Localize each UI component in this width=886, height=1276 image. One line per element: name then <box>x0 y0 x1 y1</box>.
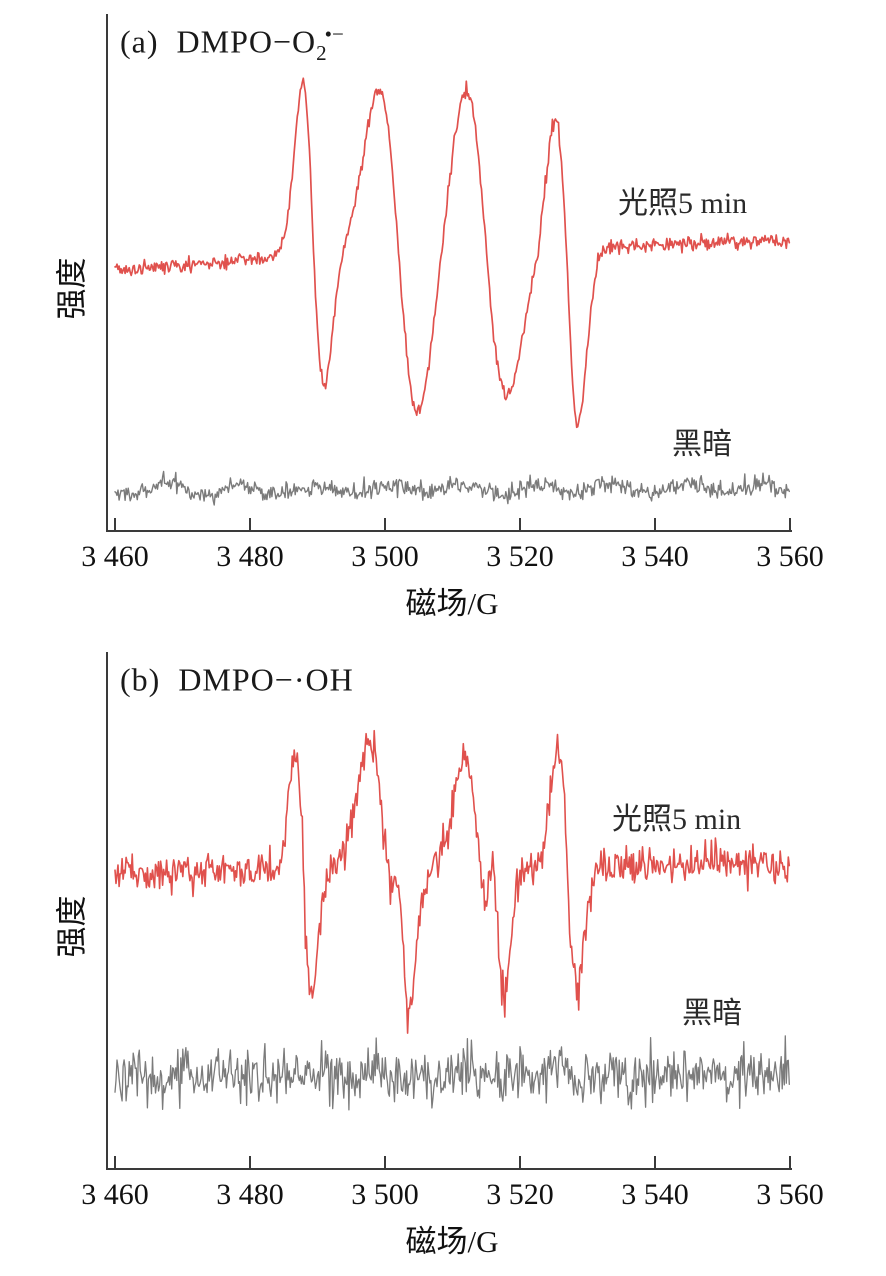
dark-trace-label: 黑暗 <box>672 428 732 461</box>
x-tick <box>519 1156 521 1168</box>
x-tick-label: 3 460 <box>81 1178 149 1211</box>
y-axis-line <box>106 652 108 1169</box>
x-tick-label: 3 500 <box>351 1178 419 1211</box>
light-trace-label: 光照5 min <box>612 803 742 836</box>
x-tick <box>789 1156 791 1168</box>
epr-traces-plot-a <box>114 77 791 506</box>
x-tick <box>114 1156 116 1168</box>
epr-traces-plot-b <box>114 729 791 1111</box>
panel-index: (a) <box>120 23 159 60</box>
trace-light <box>114 729 791 1034</box>
dark-trace-label: 黑暗 <box>682 997 742 1030</box>
y-axis-title: 强度 <box>54 257 90 320</box>
x-tick-label: 3 460 <box>81 540 149 573</box>
adduct-formula: DMPO−·OH <box>178 661 354 698</box>
trace-dark <box>114 470 790 506</box>
light-trace-label: 光照5 min <box>618 187 748 220</box>
x-tick-label: 3 520 <box>486 540 554 573</box>
panel-index: (b) <box>120 661 161 698</box>
x-axis-line <box>106 1168 792 1170</box>
panel-b: 3 460 3 480 3 500 3 520 3 540 3 560 磁场/G… <box>0 638 886 1276</box>
x-axis-title: 磁场/G <box>405 586 499 621</box>
x-tick <box>789 518 791 530</box>
x-tick-label: 3 500 <box>351 540 419 573</box>
x-tick-label: 3 560 <box>756 1178 824 1211</box>
x-tick-label: 3 520 <box>486 1178 554 1211</box>
x-tick-label: 3 560 <box>756 540 824 573</box>
panel-a: 3 460 3 480 3 500 3 520 3 540 3 560 磁场/G… <box>54 14 824 621</box>
trace-light <box>114 77 791 429</box>
y-axis-title: 强度 <box>54 895 90 958</box>
x-tick <box>384 518 386 530</box>
x-tick-label: 3 480 <box>216 540 284 573</box>
x-tick-label: 3 540 <box>621 1178 689 1211</box>
formula-subscript: 2 <box>316 41 328 66</box>
panel-a-title: (a) DMPO−O2•− <box>120 22 344 66</box>
panel-b-title: (b) DMPO−·OH <box>120 660 354 704</box>
adduct-formula: DMPO−O <box>176 23 317 60</box>
x-axis-title: 磁场/G <box>405 1224 499 1259</box>
x-tick <box>249 518 251 530</box>
y-axis-line <box>106 14 108 531</box>
x-tick <box>114 518 116 530</box>
formula-superscript: •− <box>324 22 344 46</box>
trace-dark <box>114 1035 790 1111</box>
x-axis-line <box>106 530 792 532</box>
x-tick-label: 3 480 <box>216 1178 284 1211</box>
x-tick <box>654 1156 656 1168</box>
x-tick <box>654 518 656 530</box>
x-tick <box>384 1156 386 1168</box>
x-tick-label: 3 540 <box>621 540 689 573</box>
x-tick <box>249 1156 251 1168</box>
x-tick <box>519 518 521 530</box>
